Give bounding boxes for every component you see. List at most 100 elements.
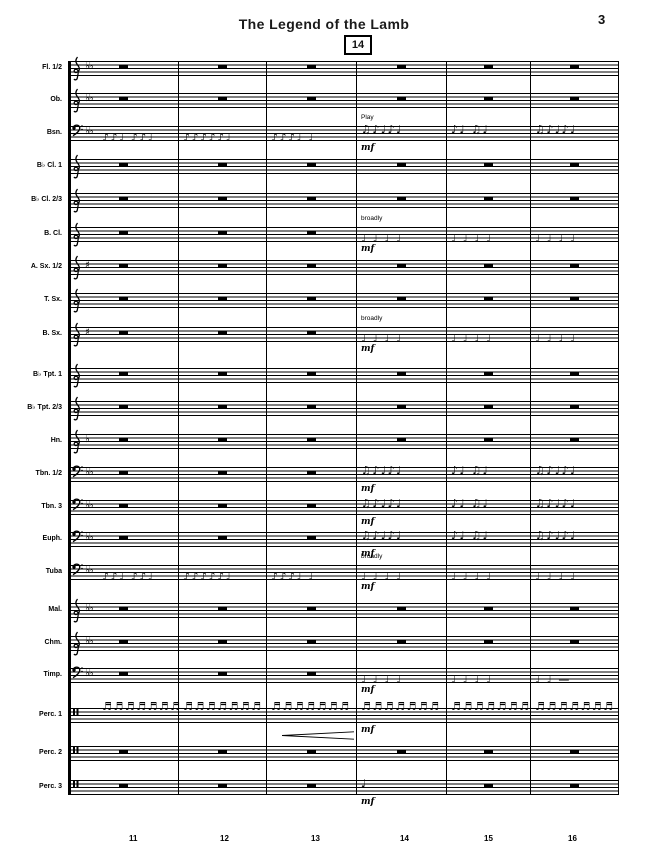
staff-lines <box>68 227 618 242</box>
whole-rest <box>119 64 128 68</box>
key-signature: ♭♭ <box>85 603 94 614</box>
whole-rest <box>484 64 493 68</box>
measure-number: 12 <box>220 834 229 843</box>
key-signature: ♯ <box>85 260 90 271</box>
whole-rest <box>570 606 579 610</box>
note-group: ♫♪♩♪♩ <box>535 464 577 477</box>
dynamic-marking: mf <box>361 344 375 354</box>
whole-rest <box>119 96 128 100</box>
staff-label: Chm. <box>44 638 63 646</box>
dynamic-marking: mf <box>361 685 375 695</box>
whole-rest <box>570 371 579 375</box>
staff-lines <box>68 708 618 723</box>
whole-rest <box>307 371 316 375</box>
dynamic-marking: mf <box>361 484 375 494</box>
whole-rest <box>484 606 493 610</box>
key-signature: ♭♭ <box>85 668 94 679</box>
whole-rest <box>307 330 316 334</box>
whole-rest <box>218 470 227 474</box>
bass-clef-icon <box>71 556 83 587</box>
staff-label: Hn. <box>50 436 62 444</box>
staff-label: Perc. 3 <box>39 782 62 790</box>
staff-lines <box>68 780 618 795</box>
staff-label: Tuba <box>45 567 62 575</box>
staff-lines <box>68 500 618 515</box>
page-number: 3 <box>598 12 606 27</box>
whole-rest <box>570 263 579 267</box>
treble-clef-icon <box>71 88 83 119</box>
barline <box>356 61 357 795</box>
whole-rest <box>119 639 128 643</box>
note-group: ♫♪♩♪♩ <box>361 123 403 136</box>
note-group: ♪♪♪♩ ♩ <box>271 131 315 144</box>
note-group: ♫♪♩♪♩ <box>361 497 403 510</box>
treble-clef-icon <box>71 396 83 427</box>
whole-rest <box>570 64 579 68</box>
staff-label: B♭ Tpt. 1 <box>33 370 62 378</box>
crescendo-hairpin <box>281 727 356 745</box>
treble-clef-icon <box>71 154 83 185</box>
staff-lines <box>68 159 618 174</box>
note-group: ♩ ♩ ♩ ♩ <box>361 673 403 686</box>
whole-rest <box>218 196 227 200</box>
staff-label: B. Cl. <box>44 229 62 237</box>
key-signature: ♭♭ <box>85 61 94 72</box>
staff-label: Fl. 1/2 <box>42 63 62 71</box>
whole-rest <box>218 783 227 787</box>
note-group: ♪♩ ♫♩ <box>451 529 490 542</box>
barline <box>618 61 619 795</box>
staff-lines <box>68 260 618 275</box>
whole-rest <box>570 639 579 643</box>
whole-rest <box>484 196 493 200</box>
staff-lines <box>68 193 618 208</box>
note-group: ♪♪♩ ♪♪♩ <box>102 570 155 583</box>
note-group: ♪♩ ♫♩ <box>451 497 490 510</box>
staff-label: Tbn. 3 <box>41 502 62 510</box>
staff-label: B♭ Cl. 2/3 <box>31 195 62 203</box>
note-group: ♩ ♩ ♩ ♩ <box>451 673 493 686</box>
staff-lines <box>68 61 618 76</box>
key-signature: ♭♭ <box>85 126 94 137</box>
whole-rest <box>484 371 493 375</box>
whole-rest <box>119 671 128 675</box>
key-signature: ♭♭ <box>85 532 94 543</box>
note-group: ♪♩ ♫♩ <box>451 123 490 136</box>
expression-text: broadly <box>361 315 383 322</box>
whole-rest <box>397 162 406 166</box>
dynamic-marking: mf <box>361 549 375 559</box>
staff-label: Perc. 2 <box>39 748 62 756</box>
whole-rest <box>484 749 493 753</box>
note-group: ♪♪♪♩ ♩ <box>271 570 315 583</box>
whole-rest <box>119 437 128 441</box>
whole-rest <box>218 64 227 68</box>
note-group: ♬♬♬♬♬♬♬ <box>361 700 441 713</box>
dynamic-marking: mf <box>361 244 375 254</box>
whole-rest <box>570 749 579 753</box>
whole-rest <box>307 263 316 267</box>
dynamic-marking: mf <box>361 797 375 807</box>
whole-rest <box>119 263 128 267</box>
whole-rest <box>570 196 579 200</box>
measure-number: 15 <box>484 834 493 843</box>
staff-lines <box>68 368 618 383</box>
whole-rest <box>484 296 493 300</box>
treble-clef-icon <box>71 631 83 662</box>
whole-rest <box>119 162 128 166</box>
note-group: ♩ ♩ ♩ ♩ <box>535 332 577 345</box>
whole-rest <box>218 162 227 166</box>
whole-rest <box>397 196 406 200</box>
staff-label: Ob. <box>50 95 62 103</box>
note-group: ♪♪♩ ♪♪♩ <box>102 131 155 144</box>
staff-label: Mal. <box>48 605 62 613</box>
staff-label: Tbn. 1/2 <box>35 469 62 477</box>
measure-number: 11 <box>129 834 138 843</box>
whole-rest <box>119 606 128 610</box>
rehearsal-mark: 14 <box>344 35 372 55</box>
score-title: The Legend of the Lamb <box>238 16 410 32</box>
whole-rest <box>218 606 227 610</box>
whole-rest <box>397 296 406 300</box>
whole-rest <box>218 639 227 643</box>
whole-rest <box>307 64 316 68</box>
whole-rest <box>307 671 316 675</box>
barline <box>446 61 447 795</box>
